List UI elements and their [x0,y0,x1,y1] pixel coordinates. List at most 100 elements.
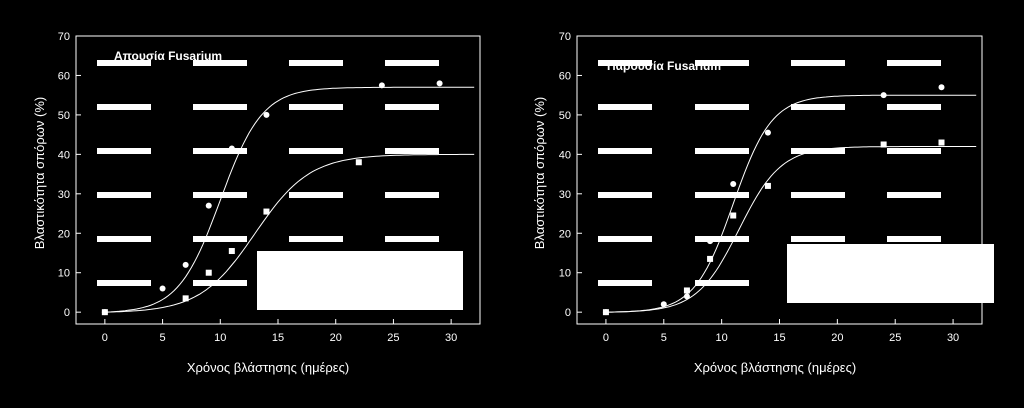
x-axis-label: Χρόνος βλάστησης (ημέρες) [187,360,349,375]
placeholder-bar [695,60,749,66]
y-tick-label: 0 [565,307,571,319]
placeholder-bar [289,104,343,110]
placeholder-bar [695,104,749,110]
y-tick-label: 10 [58,268,70,280]
data-point-circle [228,145,235,152]
placeholder-bar [887,192,941,198]
placeholder-bar [695,280,749,286]
y-axis-label: Βλαστικότητα σπόρων (%) [32,97,47,249]
data-point-circle [938,84,945,91]
placeholder-bar [695,192,749,198]
placeholder-bar [289,236,343,242]
x-tick-label: 0 [102,332,108,344]
y-axis-label: Βλαστικότητα σπόρων (%) [532,97,547,249]
fit-curve [605,94,977,313]
placeholder-box [257,251,463,310]
placeholder-bar [97,280,151,286]
placeholder-box [787,244,994,303]
placeholder-bar [97,104,151,110]
y-tick-label: 0 [64,307,70,319]
placeholder-bar [887,148,941,154]
x-tick-label: 15 [773,332,785,344]
data-point-circle [764,129,771,136]
fit-curve [104,153,475,313]
data-point-circle [730,180,737,187]
chart-panel-absence: Απουσία Fusarium Χρόνος βλάστησης (ημέρε… [32,31,481,375]
placeholder-bar [791,60,845,66]
y-tick-label: 50 [559,110,571,122]
y-tick-label: 10 [559,268,571,280]
placeholder-bar [193,192,247,198]
placeholder-bar [193,236,247,242]
data-point-square [228,248,235,255]
placeholder-bar [385,236,439,242]
placeholder-bar [695,148,749,154]
data-point-square [263,208,270,215]
placeholder-bar [887,104,941,110]
y-tick-label: 60 [58,70,70,82]
placeholder-bar [97,192,151,198]
data-point-square [101,309,108,316]
data-point-square [880,141,887,148]
data-point-square [182,295,189,302]
placeholder-bar [887,60,941,66]
data-point-square [764,182,771,189]
y-tick-label: 50 [58,110,70,122]
data-point-square [205,269,212,276]
placeholder-bar [193,148,247,154]
data-point-circle [263,111,270,118]
data-point-circle [660,301,667,308]
y-tick-label: 30 [559,189,571,201]
x-tick-label: 10 [214,332,226,344]
x-tick-label: 10 [716,332,728,344]
y-tick-label: 20 [58,228,70,240]
placeholder-bar [289,148,343,154]
placeholder-bar [791,192,845,198]
placeholder-bar [289,192,343,198]
y-tick-label: 40 [58,149,70,161]
x-tick-label: 20 [831,332,843,344]
x-tick-label: 5 [160,332,166,344]
data-point-circle [159,285,166,292]
placeholder-bar [887,236,941,242]
x-tick-label: 15 [272,332,284,344]
data-point-square [707,255,714,262]
data-point-square [355,159,362,166]
x-axis-label: Χρόνος βλάστησης (ημέρες) [694,360,856,375]
placeholder-bar [598,148,652,154]
data-point-square [683,287,690,294]
data-point-square [938,139,945,146]
placeholder-bar [385,60,439,66]
data-point-square [602,309,609,316]
placeholder-bar [598,236,652,242]
placeholder-bar [385,104,439,110]
placeholder-bar [97,148,151,154]
y-tick-label: 20 [559,228,571,240]
placeholder-bar [193,60,247,66]
data-point-circle [707,238,714,245]
placeholder-bar [97,60,151,66]
data-point-circle [378,82,385,89]
placeholder-bar [193,104,247,110]
x-tick-label: 25 [889,332,901,344]
data-point-circle [683,293,690,300]
fit-curve [605,146,977,313]
y-tick-label: 60 [559,70,571,82]
x-tick-label: 5 [661,332,667,344]
data-point-circle [436,80,443,87]
data-point-circle [205,202,212,209]
placeholder-bar [385,192,439,198]
placeholder-bar [791,148,845,154]
x-tick-label: 30 [445,332,457,344]
placeholder-bar [193,280,247,286]
placeholder-bar [598,280,652,286]
placeholder-bars [598,60,941,286]
placeholder-bar [289,60,343,66]
y-tick-label: 70 [559,31,571,43]
fit-curve [104,86,475,313]
chart-panel-presence: Παρουσία Fusarium Χρόνος βλάστησης (ημέρ… [532,31,994,375]
placeholder-bar [97,236,151,242]
data-point-square [730,212,737,219]
